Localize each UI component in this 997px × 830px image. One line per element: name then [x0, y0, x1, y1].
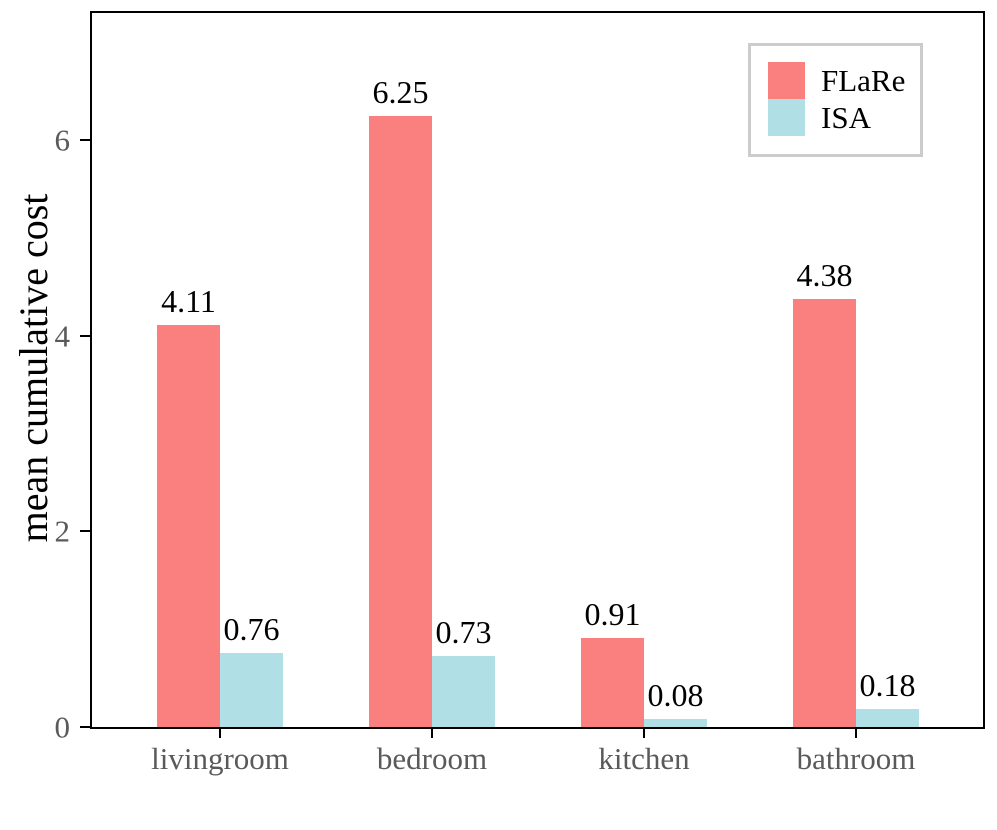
- value-label-isa-kitchen: 0.08: [647, 677, 704, 714]
- y-tick-6: [80, 139, 92, 142]
- value-label-isa-bedroom: 0.73: [435, 613, 492, 650]
- value-label-flare-bedroom: 6.25: [372, 73, 429, 110]
- legend-swatch-flare: [768, 62, 805, 99]
- value-label-flare-livingroom: 4.11: [161, 283, 216, 320]
- y-tick-label-2: 2: [54, 513, 71, 549]
- bar-flare-kitchen: [581, 638, 644, 727]
- y-tick-label-0: 0: [54, 709, 71, 745]
- value-label-isa-bathroom: 0.18: [859, 667, 916, 704]
- value-label-flare-bathroom: 4.38: [796, 256, 853, 293]
- bar-isa-bathroom: [856, 709, 919, 727]
- bar-flare-livingroom: [157, 325, 220, 727]
- bar-isa-livingroom: [220, 652, 283, 727]
- bar-flare-bathroom: [793, 298, 856, 727]
- x-tick-kitchen: [643, 727, 645, 738]
- x-tick-label-livingroom: livingroom: [151, 741, 289, 776]
- bar-flare-bedroom: [369, 115, 432, 727]
- x-tick-bathroom: [855, 727, 857, 738]
- legend-entry-isa: ISA: [768, 99, 920, 136]
- y-tick-0: [80, 726, 92, 728]
- y-tick-4: [80, 334, 92, 337]
- y-axis-label: mean cumulative cost: [11, 193, 56, 543]
- y-tick-2: [80, 530, 92, 533]
- x-tick-bedroom: [431, 727, 433, 738]
- y-tick-label-4: 4: [54, 318, 71, 354]
- legend: FLaRe ISA: [748, 43, 923, 157]
- x-tick-label-kitchen: kitchen: [598, 741, 690, 776]
- legend-entry-flare: FLaRe: [768, 62, 920, 99]
- bar-isa-kitchen: [644, 719, 707, 727]
- x-tick-label-bedroom: bedroom: [376, 741, 488, 776]
- legend-label-isa: ISA: [821, 100, 871, 135]
- legend-swatch-isa: [768, 99, 805, 136]
- value-label-flare-kitchen: 0.91: [584, 596, 641, 632]
- y-tick-label-6: 6: [54, 122, 71, 158]
- value-label-isa-livingroom: 0.76: [223, 610, 280, 647]
- x-tick-label-bathroom: bathroom: [796, 741, 916, 776]
- x-tick-livingroom: [219, 727, 221, 738]
- plot-area: FLaRe ISA 0 2 4 6 livingroom bedroom kitchen ba…: [55, 11, 985, 774]
- bar-isa-bedroom: [432, 655, 495, 727]
- legend-label-flare: FLaRe: [821, 63, 906, 98]
